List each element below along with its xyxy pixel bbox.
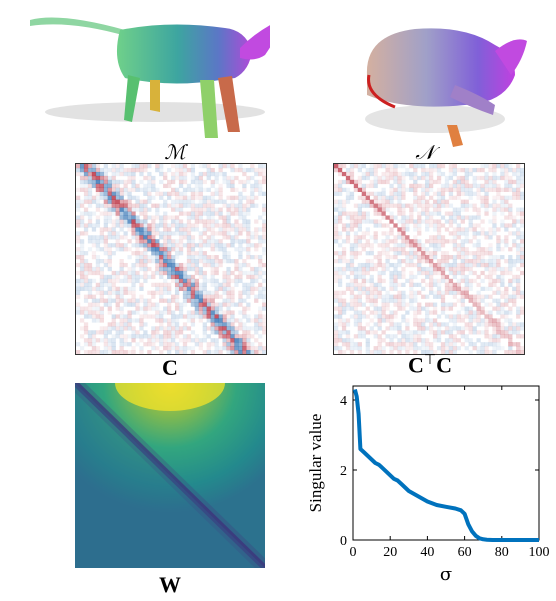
matrix-c-heatmap (75, 163, 267, 355)
matrix-w-heatmap (70, 355, 270, 574)
matrix-ctc-tail: C (436, 352, 452, 378)
y-tick-label: 2 (340, 464, 347, 479)
x-tick-label: 20 (383, 545, 397, 560)
matrix-c-label: C (162, 355, 178, 380)
x-tick-label: 0 (350, 545, 357, 560)
matrix-ctc-heatmap (333, 163, 525, 355)
x-tick-label: 80 (495, 545, 509, 560)
matrix-ctc-label: C⊤C (390, 352, 470, 378)
series-line (352, 389, 539, 542)
y-axis-label: Singular value (306, 414, 325, 513)
matrix-ctc-base: C (408, 352, 424, 378)
x-tick-label: 100 (529, 545, 550, 560)
matrix-w-label: W (159, 572, 181, 597)
cat-shape-n-render (365, 28, 527, 147)
y-tick-label: 4 (340, 394, 347, 409)
y-tick-label: 0 (340, 534, 347, 549)
shape-n-label: 𝒩 (415, 140, 435, 164)
x-tick-label: 40 (420, 545, 434, 560)
singular-value-chart: 0 20 40 60 80 100 0 2 4 σ Singular value (306, 385, 550, 585)
x-tick-label: 60 (458, 545, 472, 560)
matrix-ctc-transpose: ⊤ (423, 353, 437, 368)
plot-frame (352, 385, 540, 541)
x-axis-label: σ (440, 564, 452, 585)
shape-m-label: ℳ (164, 140, 186, 164)
cat-shape-m-render (30, 17, 270, 138)
